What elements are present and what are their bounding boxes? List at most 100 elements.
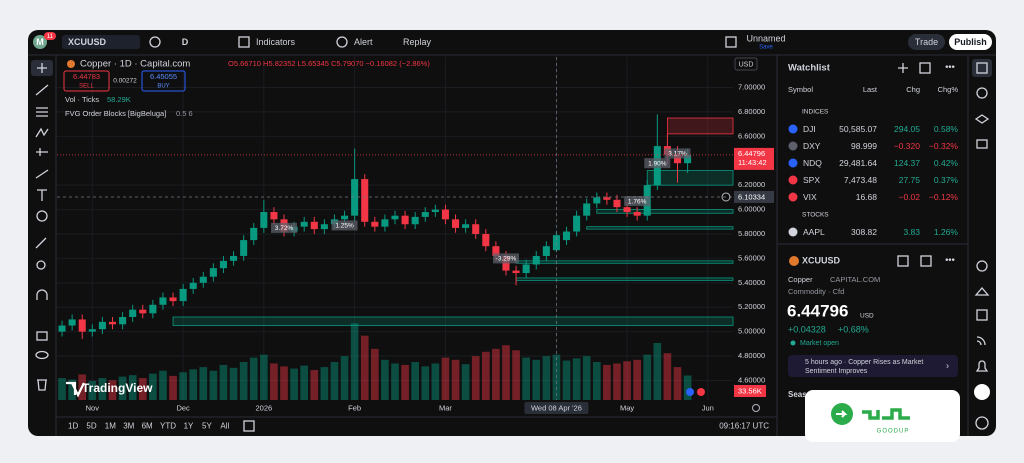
- change: 3.83: [903, 227, 920, 237]
- buy-label: BUY: [157, 84, 169, 90]
- date-range-icon[interactable]: [243, 420, 255, 432]
- add-icon[interactable]: [898, 63, 908, 73]
- layers-icon[interactable]: [974, 114, 990, 124]
- sell-button[interactable]: [63, 70, 110, 92]
- more-icon[interactable]: •••: [945, 61, 954, 71]
- layout-icon[interactable]: [725, 36, 737, 48]
- volume-bar: [209, 370, 218, 400]
- grid-icon[interactable]: [897, 255, 909, 267]
- x-tick-label: Wed 08 Apr '26: [531, 403, 582, 412]
- sell-label: SELL: [79, 84, 94, 90]
- watchlist-tab[interactable]: [972, 59, 992, 77]
- text-tool[interactable]: [37, 189, 47, 201]
- x-tick-label: Mar: [439, 403, 452, 412]
- layout-name[interactable]: Unnamed: [746, 33, 785, 43]
- volume-bar: [532, 359, 541, 400]
- timeframe-button[interactable]: All: [220, 422, 229, 431]
- details-change-pct: +0.68%: [838, 324, 869, 334]
- fvg-zone: [515, 277, 734, 281]
- volume-bar: [239, 362, 248, 400]
- buy-button[interactable]: [141, 70, 186, 92]
- target-icon[interactable]: [976, 260, 988, 272]
- lock-tool[interactable]: [36, 331, 48, 341]
- magnet-tool[interactable]: [36, 289, 48, 300]
- edit-icon[interactable]: [920, 255, 932, 267]
- timeframe-button[interactable]: 3M: [123, 422, 134, 431]
- brush-tool[interactable]: [35, 169, 49, 179]
- timeframe-button[interactable]: 6M: [142, 422, 153, 431]
- volume-bar: [451, 359, 460, 400]
- visibility-tool[interactable]: [35, 350, 49, 360]
- notifications-icon[interactable]: [975, 360, 989, 372]
- avatar[interactable]: [33, 35, 47, 49]
- indicators-button[interactable]: Indicators: [256, 37, 296, 47]
- add-alert: [721, 192, 731, 202]
- more-icon[interactable]: •••: [945, 254, 954, 264]
- news-arrow: ›: [946, 360, 949, 370]
- volume-bar: [663, 353, 672, 400]
- alert-button[interactable]: Alert: [354, 37, 373, 47]
- icon-tool[interactable]: [36, 210, 48, 222]
- news-card[interactable]: [788, 355, 958, 377]
- timeframe-button[interactable]: 1Y: [184, 422, 194, 431]
- fib-tool[interactable]: [36, 107, 48, 117]
- pattern-tool[interactable]: [35, 127, 49, 138]
- forecast-tool[interactable]: [36, 148, 48, 156]
- zoom-tool[interactable]: [36, 260, 46, 270]
- calendar-icon[interactable]: [976, 309, 988, 321]
- volume-bar: [98, 378, 107, 400]
- candle-body: [512, 270, 520, 274]
- timeframe-button[interactable]: YTD: [160, 422, 176, 431]
- volume-bar: [280, 366, 288, 400]
- logo-text: GOODUP: [877, 429, 910, 435]
- measure-tool[interactable]: [35, 237, 47, 249]
- timeframe-button[interactable]: 5Y: [202, 422, 212, 431]
- watchlist-icon[interactable]: [976, 62, 988, 74]
- volume-bar: [300, 365, 309, 400]
- volume-bar: [290, 368, 298, 400]
- candle-body: [462, 224, 470, 228]
- volume-bar: [58, 378, 66, 400]
- alerts-icon[interactable]: [976, 87, 988, 99]
- replay-button[interactable]: Replay: [403, 37, 432, 47]
- symbol-search[interactable]: [62, 35, 140, 49]
- help-icon[interactable]: [975, 416, 989, 430]
- details-price: 6.44796: [787, 301, 848, 320]
- watermark-logo: [66, 381, 85, 398]
- symbol-icon: [788, 141, 798, 151]
- stream-icon[interactable]: [976, 336, 986, 346]
- currency-box[interactable]: [734, 57, 758, 71]
- crosshair-tool[interactable]: [37, 63, 47, 73]
- interval[interactable]: D: [182, 37, 189, 47]
- y-tick-label: 6.20000: [738, 180, 765, 189]
- volume-bar: [431, 363, 440, 400]
- chat-icon[interactable]: [976, 139, 988, 149]
- volume-bar: [653, 343, 662, 400]
- publish-button[interactable]: [949, 34, 992, 50]
- trendline-tool[interactable]: [35, 84, 49, 96]
- indicator-legend: FVG Order Blocks [BigBeluga]: [65, 109, 166, 118]
- save-label[interactable]: Save: [759, 45, 773, 51]
- trade-button[interactable]: [908, 34, 945, 50]
- layout-icon[interactable]: [919, 62, 931, 74]
- candle-body: [129, 309, 137, 317]
- chart-legend-title: Copper · 1D · Capital.com: [80, 59, 190, 70]
- trash-tool[interactable]: [37, 379, 47, 391]
- timeframe-button[interactable]: 5D: [86, 422, 96, 431]
- volume-bar: [370, 348, 379, 400]
- symbol: AAPL: [803, 227, 825, 237]
- fvg-zone: [646, 170, 734, 186]
- fvg-zone: [667, 117, 734, 135]
- ideas-icon[interactable]: [974, 287, 990, 296]
- apps-icon[interactable]: [974, 384, 990, 400]
- add-symbol-icon[interactable]: [149, 36, 161, 48]
- y-tick-label: 5.40000: [738, 278, 765, 287]
- timeframe-button[interactable]: 1D: [68, 422, 78, 431]
- annotation-box: [271, 222, 298, 233]
- candle-body: [199, 276, 207, 283]
- timeframe-button[interactable]: 1M: [105, 422, 116, 431]
- candle-body: [452, 219, 460, 228]
- currency: USD: [739, 61, 754, 68]
- indicators-icon[interactable]: [238, 36, 250, 48]
- alert-icon[interactable]: [336, 36, 348, 48]
